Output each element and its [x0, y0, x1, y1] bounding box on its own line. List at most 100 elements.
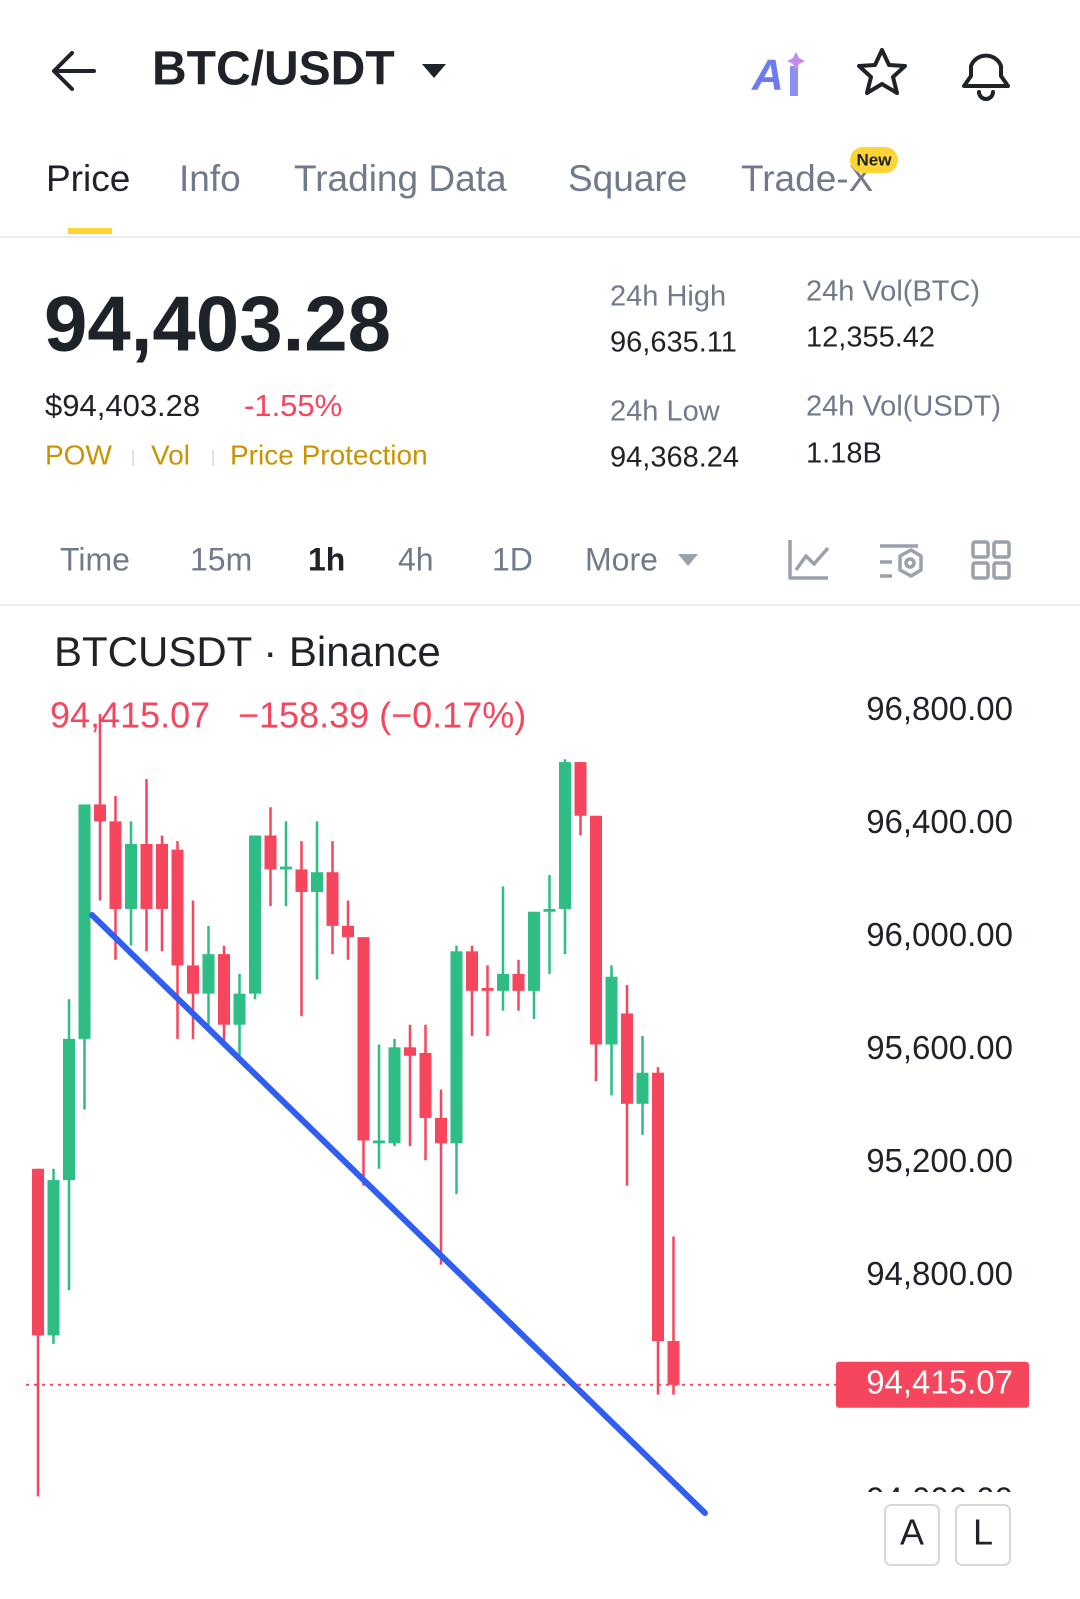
- candle-body: [342, 925, 354, 938]
- svg-text:A: A: [751, 51, 784, 100]
- candle-body: [280, 866, 292, 870]
- button-box[interactable]: [955, 1504, 1011, 1566]
- candle-body: [218, 954, 230, 1025]
- candle-body: [94, 804, 106, 822]
- alert-button[interactable]: [962, 53, 1010, 101]
- candle-body: [78, 804, 91, 1039]
- candle-body: [311, 872, 323, 892]
- pair-title[interactable]: BTC/USDT: [152, 43, 395, 96]
- candle-body: [373, 1140, 385, 1144]
- candle-body: [47, 1180, 60, 1336]
- more-dropdown[interactable]: [678, 554, 698, 566]
- button-box[interactable]: [884, 1504, 940, 1566]
- y-tick-label: 95,200.00: [866, 1142, 1013, 1179]
- candle-body: [171, 849, 184, 966]
- tab[interactable]: Trading Data: [294, 158, 507, 199]
- ai-button[interactable]: A: [751, 51, 805, 100]
- stat-label: 24h Vol(BTC): [806, 276, 980, 308]
- y-tick-label: 94,000.00: [866, 1481, 1013, 1518]
- chart-title: BTCUSDT · Binance: [54, 628, 441, 675]
- legend-price: 94,415.07: [50, 695, 210, 736]
- candle-body: [264, 835, 277, 870]
- y-tick-label: 94,800.00: [866, 1255, 1013, 1292]
- candle-body: [497, 973, 509, 991]
- stat-value: 1.18B: [806, 438, 882, 470]
- y-tick-label: 96,000.00: [866, 916, 1013, 953]
- candle-body: [125, 843, 137, 909]
- stat-label: 24h Vol(USDT): [806, 391, 1001, 423]
- candle-body: [187, 965, 199, 994]
- candle-body: [450, 951, 463, 1144]
- tab[interactable]: Square: [568, 158, 687, 199]
- interval[interactable]: 1h: [308, 541, 345, 577]
- stat-label: 24h Low: [610, 396, 721, 428]
- badge-bg: [850, 147, 898, 173]
- candle-body: [295, 869, 308, 892]
- candle-body: [466, 951, 478, 991]
- last-price: 94,403.28: [44, 280, 391, 368]
- y-tick-label: 96,800.00: [866, 690, 1013, 727]
- divider: [0, 236, 1080, 238]
- interval[interactable]: More: [585, 541, 658, 577]
- interval[interactable]: 4h: [398, 541, 434, 577]
- candle-body: [652, 1072, 664, 1342]
- last-price-box: [836, 1361, 1029, 1408]
- settings-button[interactable]: [880, 544, 923, 578]
- candle-body: [404, 1047, 416, 1056]
- tag[interactable]: POW: [45, 439, 112, 470]
- tag[interactable]: Price Protection: [230, 439, 428, 470]
- auto-scale-button[interactable]: A: [900, 1512, 924, 1553]
- log-scale-button[interactable]: L: [973, 1512, 993, 1553]
- candle-body: [357, 937, 370, 1141]
- divider: [0, 604, 1080, 606]
- candle-body: [590, 815, 602, 1045]
- candle-body: [388, 1047, 401, 1144]
- back-button[interactable]: [52, 51, 96, 91]
- candle-body: [574, 762, 587, 816]
- price-change: -1.55%: [244, 388, 342, 423]
- candle-body: [202, 954, 215, 994]
- indicator-button[interactable]: [788, 540, 830, 580]
- trend-line-drawing[interactable]: [89, 912, 708, 1516]
- tab-indicator: [68, 228, 112, 234]
- stat-value: 96,635.11: [610, 327, 737, 359]
- candle-body: [481, 988, 494, 991]
- stat-value: 94,368.24: [610, 442, 739, 474]
- usd-price: $94,403.28: [45, 388, 200, 423]
- stat-label: 24h High: [610, 281, 726, 313]
- candle-body: [233, 993, 246, 1025]
- plot: [26, 714, 836, 1497]
- interval[interactable]: Time: [60, 541, 130, 577]
- layout-button[interactable]: [971, 540, 1011, 580]
- candle-body: [605, 976, 618, 1045]
- last-price-label: 94,415.07: [866, 1363, 1013, 1400]
- favorite-button[interactable]: [857, 48, 907, 95]
- tag[interactable]: Vol: [151, 439, 190, 470]
- candle-body: [109, 821, 122, 909]
- candle-body: [435, 1117, 447, 1144]
- tab[interactable]: Price: [46, 158, 130, 199]
- candle-body: [140, 843, 153, 909]
- candle-body: [621, 1013, 633, 1104]
- candle-body: [543, 908, 556, 912]
- candle-body: [512, 973, 525, 991]
- candle-body: [156, 843, 168, 909]
- tab[interactable]: Info: [179, 158, 241, 199]
- candle-body: [636, 1072, 649, 1104]
- candle-body: [326, 872, 339, 926]
- candle-body: [559, 762, 571, 909]
- price-tag: 94,415.07: [836, 1361, 1029, 1408]
- interval[interactable]: 1D: [492, 541, 533, 577]
- candle-body: [32, 1168, 44, 1336]
- y-tick-label: 95,600.00: [866, 1029, 1013, 1066]
- pair-dropdown[interactable]: [422, 64, 446, 78]
- separator: [212, 450, 214, 466]
- interval[interactable]: 15m: [190, 541, 252, 577]
- y-axis: 96,800.00 96,400.00 96,000.00 95,600.00 95,2…: [866, 690, 1013, 1518]
- y-tick-label: 96,400.00: [866, 803, 1013, 840]
- candle-body: [528, 911, 540, 991]
- new-badge: New: [857, 150, 893, 169]
- candle-body: [419, 1052, 432, 1118]
